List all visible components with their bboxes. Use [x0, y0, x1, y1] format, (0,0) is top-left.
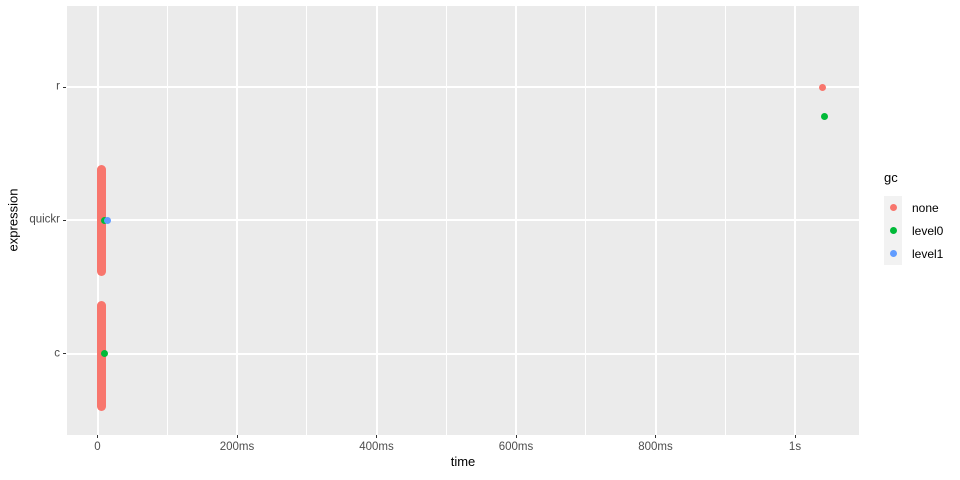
y-tick-mark: [63, 219, 66, 221]
legend-key: [884, 196, 902, 219]
legend-dot-icon: [889, 250, 897, 257]
x-tick-label: 0: [94, 441, 101, 453]
data-point-level0: [821, 112, 829, 120]
x-tick-mark: [515, 435, 517, 438]
x-axis-title: time: [450, 454, 476, 469]
grid-major-hline: [67, 352, 859, 355]
x-tick-mark: [655, 435, 656, 438]
x-tick-mark: [236, 435, 238, 438]
legend-label: none: [912, 200, 939, 215]
legend: gc none level0 level1: [884, 170, 943, 265]
x-tick-mark: [376, 435, 377, 438]
legend-dot-icon: [889, 227, 897, 234]
x-tick-label: 600ms: [498, 441, 534, 453]
grid-major-hline: [67, 219, 859, 222]
x-tick-label: 800ms: [638, 441, 673, 453]
legend-key: [884, 219, 902, 242]
x-tick-mark: [794, 435, 796, 438]
grid-major-hline: [67, 86, 859, 88]
data-point-none: [819, 83, 827, 91]
legend-entry-level1: level1: [884, 242, 943, 265]
legend-entries: none level0 level1: [884, 196, 943, 265]
y-tick-mark: [63, 86, 66, 88]
legend-key: [884, 242, 902, 265]
legend-dot-icon: [889, 204, 897, 211]
legend-entry-level0: level0: [884, 219, 943, 242]
y-axis-title: expression: [5, 188, 21, 252]
x-tick-label: 1s: [788, 441, 802, 453]
x-tick-mark: [97, 435, 98, 438]
legend-label: level0: [912, 223, 944, 238]
x-tick-label: 200ms: [219, 441, 255, 453]
x-tick-label: 400ms: [359, 441, 394, 453]
legend-label: level1: [912, 246, 944, 261]
data-point-level1: [104, 216, 112, 224]
y-tick-label: quickr: [29, 213, 60, 226]
legend-title: gc: [884, 170, 898, 185]
y-tick-label: c: [54, 347, 60, 359]
y-tick-mark: [63, 353, 66, 354]
y-tick-label: r: [56, 80, 60, 93]
data-point-level0: [100, 350, 108, 357]
plot-panel: [67, 6, 859, 435]
legend-entry-none: none: [884, 196, 943, 219]
